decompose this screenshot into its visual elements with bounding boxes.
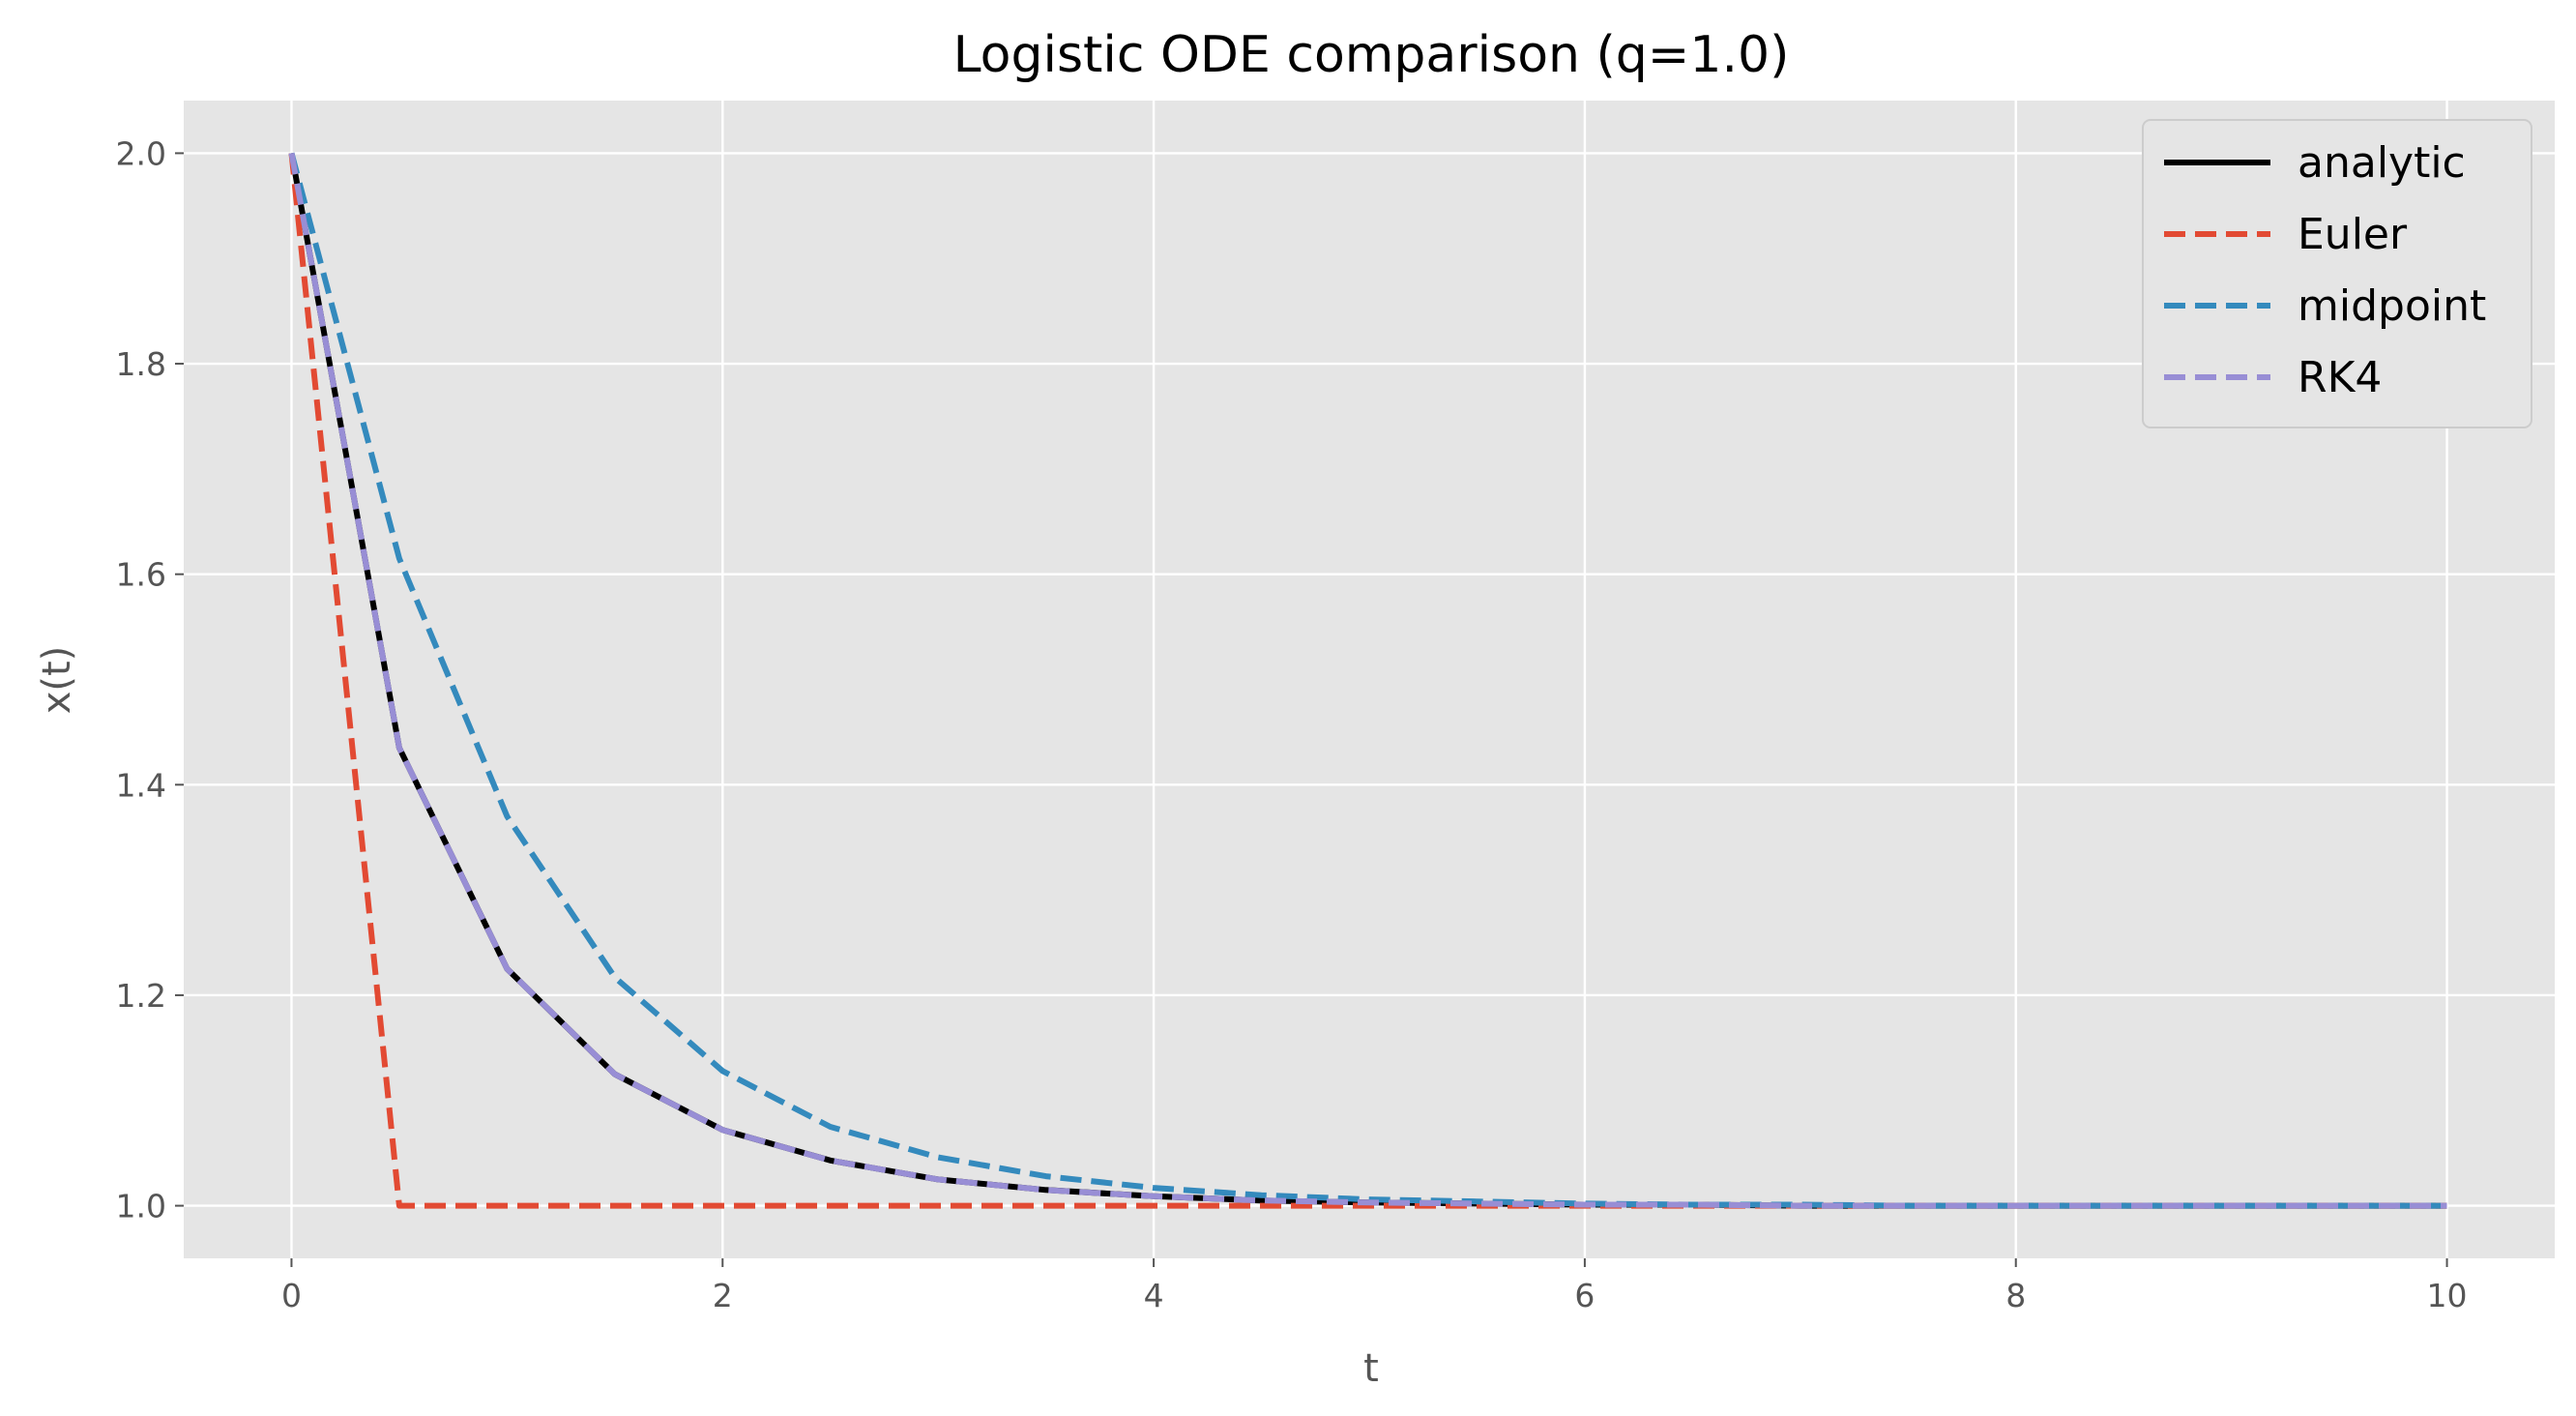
y-tick-label: 1.6 xyxy=(116,556,166,594)
y-tick-labels: 1.0 1.2 1.4 1.6 1.8 2.0 xyxy=(116,134,184,1225)
x-axis-label: t xyxy=(1363,1346,1379,1391)
x-tick-label: 6 xyxy=(1574,1277,1595,1314)
x-tick-label: 10 xyxy=(2427,1277,2468,1314)
series-line-euler xyxy=(288,153,2447,1209)
chart-title: Logistic ODE comparison (q=1.0) xyxy=(953,26,1790,84)
x-tick-label: 8 xyxy=(2005,1277,2026,1314)
y-tick-label: 1.8 xyxy=(116,345,166,383)
y-axis-label: x(t) xyxy=(35,646,79,715)
series-layer xyxy=(288,152,2447,1209)
series-line-rk4 xyxy=(288,152,2447,1209)
legend-box xyxy=(2142,119,2532,428)
x-tick-labels: 0 2 4 6 8 10 xyxy=(281,1258,2468,1314)
legend-label-midpoint: midpoint xyxy=(2298,281,2486,331)
x-tick-label: 0 xyxy=(281,1277,302,1314)
y-tick-label: 1.2 xyxy=(116,977,166,1015)
legend-label-rk4: RK4 xyxy=(2298,353,2382,402)
x-tick-label: 4 xyxy=(1144,1277,1164,1314)
x-tick-label: 2 xyxy=(713,1277,733,1314)
y-tick-label: 2.0 xyxy=(116,134,166,172)
legend: analytic Euler midpoint RK4 xyxy=(2142,119,2532,428)
legend-label-euler: Euler xyxy=(2298,210,2408,259)
y-tick-label: 1.4 xyxy=(116,766,166,804)
legend-label-analytic: analytic xyxy=(2298,138,2466,188)
y-tick-label: 1.0 xyxy=(116,1188,166,1225)
